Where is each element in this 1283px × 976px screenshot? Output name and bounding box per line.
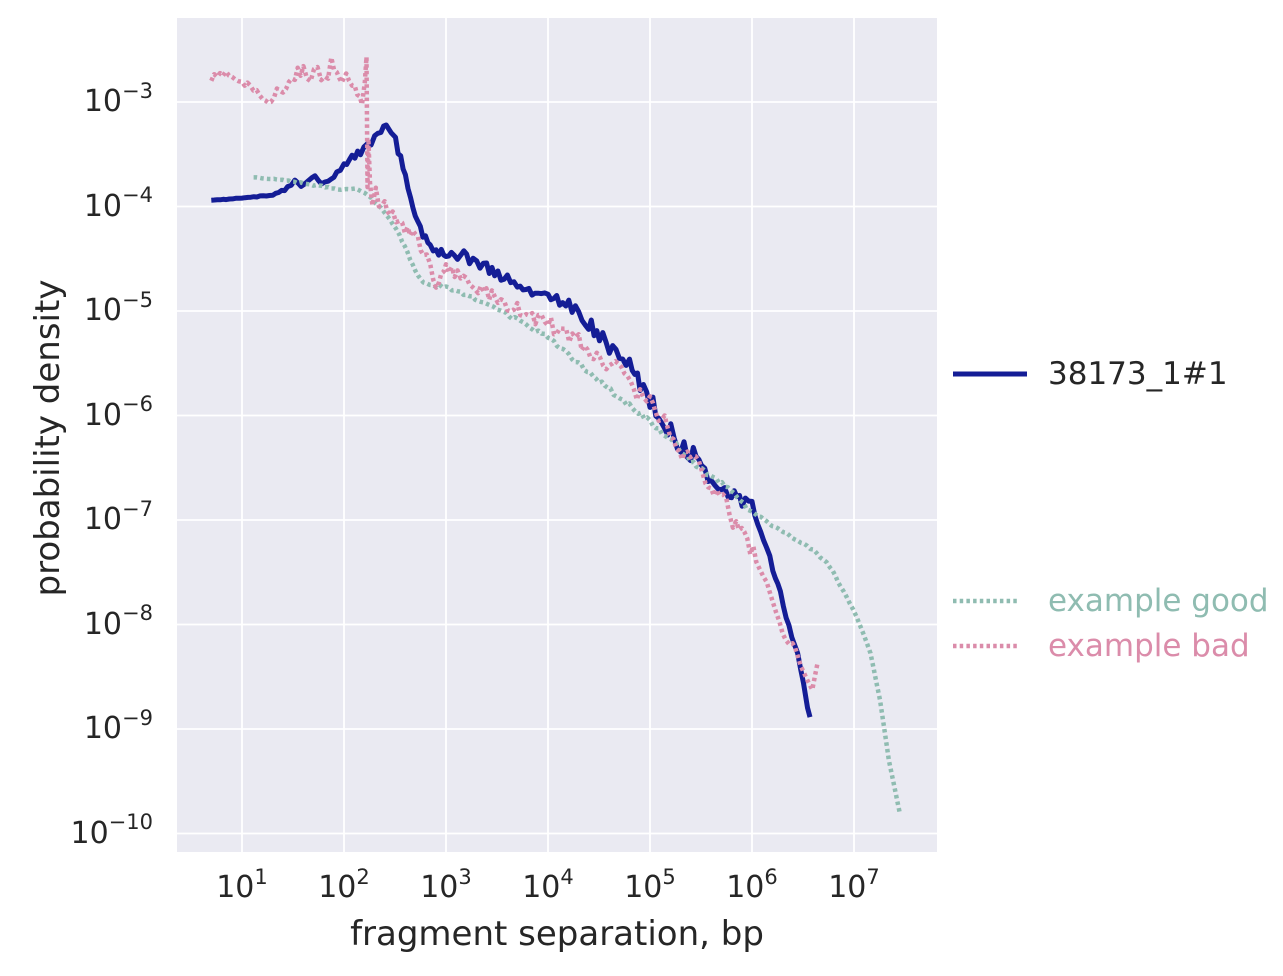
x-tick-label: 105 [624,864,676,905]
legend-example-bad: example bad [950,624,1250,668]
legend-good-line-sample [953,598,1020,604]
legend-main-label: 38173_1#1 [1048,356,1228,392]
legend-bad-line-sample [953,643,1020,649]
y-tick-label: 10−4 [83,183,153,224]
y-axis-label: probability density [28,279,68,597]
y-tick-label: 10−3 [83,78,153,119]
legend-bad-label: example bad [1048,628,1250,664]
series-example-good [253,175,902,813]
y-tick-label: 10−7 [83,496,153,537]
x-tick-label: 106 [726,864,778,905]
x-tick-label: 104 [522,864,574,905]
legend-main-line-sample [953,371,1027,377]
series-example-bad [209,54,820,692]
y-tick-label: 10−10 [70,810,153,851]
y-tick-label: 10−5 [83,287,153,328]
y-tick-label: 10−8 [83,601,153,642]
y-tick-label: 10−9 [83,705,153,746]
x-tick-label: 102 [318,864,370,905]
x-tick-label: 101 [216,864,268,905]
x-axis-label: fragment separation, bp [350,914,764,954]
plot-area [177,18,937,852]
legend-example-good: example good [950,579,1269,623]
legend-main: 38173_1#1 [950,352,1228,396]
y-tick-label: 10−6 [83,392,153,433]
series-38173-1-1 [211,122,813,718]
x-tick-label: 103 [420,864,472,905]
legend-good-label: example good [1048,583,1269,619]
x-tick-label: 107 [828,864,880,905]
plot-svg [177,18,937,852]
